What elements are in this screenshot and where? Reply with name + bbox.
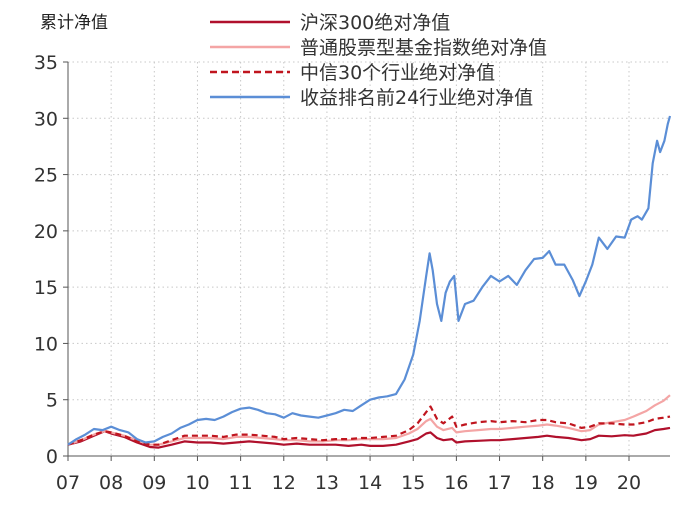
series-line-3: [67, 405, 671, 446]
series-line-2: [67, 394, 671, 446]
legend: 沪深300绝对净值普通股票型基金指数绝对净值中信30个行业绝对净值收益排名前24…: [210, 12, 547, 109]
tick-labels: 0 5 10 15 20 25 30 35 07 08 09 10 11 12 13 14 15 16 17 18 19…: [34, 52, 641, 494]
x-tick-label: 13: [315, 472, 339, 494]
y-tick-label: 35: [34, 52, 58, 74]
series-line-4: [67, 115, 672, 446]
y-axis-title: 累计净值: [40, 13, 108, 33]
y-tick-label: 30: [34, 108, 58, 130]
legend-label-4: 收益排名前24行业绝对净值: [300, 87, 533, 109]
y-tick-label: 10: [34, 333, 58, 355]
x-tick-label: 12: [272, 472, 296, 494]
x-tick-label: 09: [142, 472, 166, 494]
x-tick-label: 18: [531, 472, 555, 494]
x-tick-label: 10: [185, 472, 209, 494]
x-tick-label: 15: [401, 472, 425, 494]
legend-label-1: 沪深300绝对净值: [300, 12, 450, 34]
x-tick-label: 20: [617, 472, 641, 494]
series-line-1: [67, 426, 671, 449]
axes: [63, 61, 670, 461]
legend-label-3: 中信30个行业绝对净值: [300, 62, 495, 84]
x-tick-label: 14: [358, 472, 382, 494]
series-layer: [67, 115, 672, 449]
x-tick-label: 08: [99, 472, 123, 494]
x-tick-label: 11: [229, 472, 253, 494]
y-tick-label: 25: [34, 165, 58, 187]
x-tick-label: 17: [487, 472, 511, 494]
y-tick-label: 15: [34, 277, 58, 299]
y-tick-label: 5: [46, 390, 58, 412]
x-tick-label: 07: [56, 472, 80, 494]
grid-lines: [68, 61, 670, 456]
y-tick-label: 0: [46, 446, 58, 468]
x-tick-label: 16: [444, 472, 468, 494]
y-tick-label: 20: [34, 221, 58, 243]
x-tick-label: 19: [574, 472, 598, 494]
legend-label-2: 普通股票型基金指数绝对净值: [300, 37, 547, 59]
